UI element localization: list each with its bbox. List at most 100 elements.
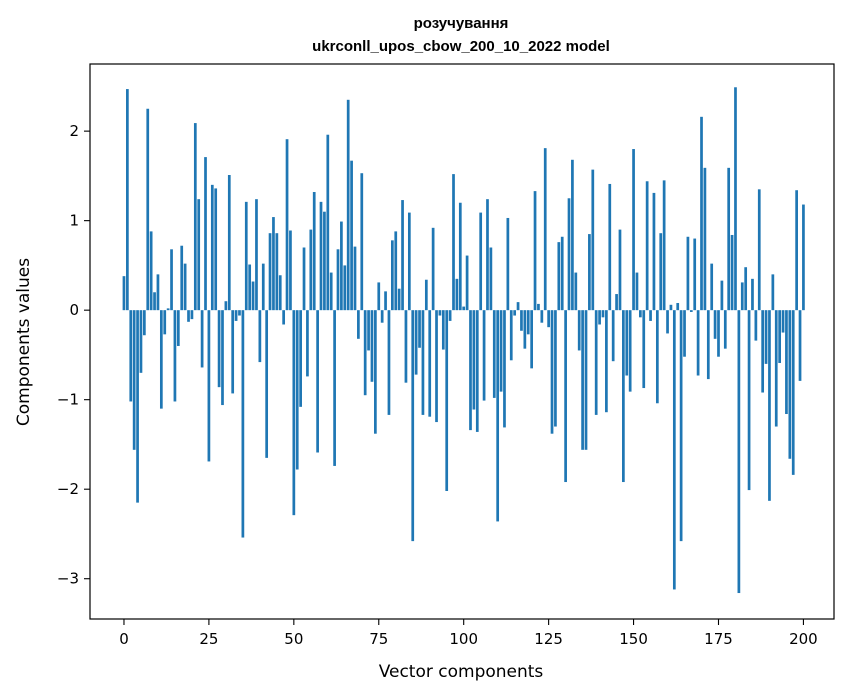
bar-148 bbox=[625, 310, 629, 376]
y-tick-label--3: −3 bbox=[57, 570, 79, 588]
bar-13 bbox=[166, 308, 170, 311]
x-tick-label-150: 150 bbox=[619, 630, 648, 648]
bar-19 bbox=[187, 310, 190, 322]
bar-57 bbox=[316, 310, 319, 453]
bar-144 bbox=[611, 310, 615, 362]
x-tick-label-25: 25 bbox=[199, 630, 218, 648]
bar-186 bbox=[754, 310, 758, 341]
bar-6 bbox=[142, 310, 146, 336]
bar-54 bbox=[306, 310, 309, 377]
bar-169 bbox=[696, 310, 700, 376]
bar-35 bbox=[241, 310, 245, 538]
bar-44 bbox=[272, 217, 275, 311]
bar-165 bbox=[683, 310, 686, 357]
x-tick-label-75: 75 bbox=[369, 630, 388, 648]
bar-132 bbox=[571, 159, 574, 311]
chart-subtitle: ukrconll_upos_cbow_200_10_2022 model bbox=[312, 38, 610, 55]
bar-119 bbox=[526, 310, 530, 335]
y-tick-label--2: −2 bbox=[57, 480, 79, 498]
x-axis-ticks: 0 25 50 75 100 125 150 175 200 bbox=[119, 619, 818, 648]
bar-1 bbox=[126, 89, 129, 311]
bar-114 bbox=[509, 310, 513, 361]
bar-174 bbox=[713, 310, 717, 339]
bar-47 bbox=[282, 310, 286, 325]
bar-40 bbox=[258, 310, 262, 363]
bar-112 bbox=[503, 310, 506, 428]
bar-156 bbox=[652, 192, 656, 311]
bar-32 bbox=[231, 310, 235, 394]
bar-7 bbox=[146, 108, 150, 311]
bar-124 bbox=[543, 148, 547, 311]
bar-79 bbox=[390, 240, 394, 311]
bar-76 bbox=[380, 310, 384, 323]
bar-37 bbox=[248, 264, 252, 311]
bar-134 bbox=[577, 310, 581, 351]
bar-11 bbox=[159, 310, 163, 409]
bar-91 bbox=[431, 227, 435, 311]
bar-78 bbox=[387, 310, 391, 415]
bar-101 bbox=[465, 255, 469, 311]
bar-62 bbox=[333, 310, 336, 466]
bar-104 bbox=[475, 310, 479, 432]
bar-67 bbox=[350, 160, 353, 311]
bar-30 bbox=[224, 301, 228, 311]
bar-92 bbox=[435, 310, 438, 423]
bar-90 bbox=[428, 310, 432, 417]
bar-197 bbox=[791, 310, 795, 475]
bar-99 bbox=[458, 202, 462, 311]
bar-10 bbox=[156, 274, 160, 311]
bar-3 bbox=[132, 310, 136, 450]
bar-131 bbox=[567, 198, 571, 311]
bar-105 bbox=[479, 212, 483, 311]
bar-4 bbox=[136, 310, 139, 503]
bar-130 bbox=[564, 310, 567, 483]
bar-141 bbox=[601, 310, 605, 318]
x-tick-label-125: 125 bbox=[534, 630, 563, 648]
bar-180 bbox=[734, 87, 737, 311]
bar-20 bbox=[190, 310, 194, 320]
plot-frame bbox=[89, 63, 835, 620]
bar-109 bbox=[492, 310, 496, 398]
bar-168 bbox=[693, 238, 697, 311]
bar-150 bbox=[632, 149, 635, 311]
bar-175 bbox=[717, 310, 720, 357]
bar-63 bbox=[336, 249, 340, 311]
bar-48 bbox=[285, 139, 289, 311]
bar-198 bbox=[795, 190, 798, 311]
bar-128 bbox=[557, 242, 561, 311]
bar-188 bbox=[761, 310, 765, 393]
bar-12 bbox=[163, 310, 167, 335]
x-axis-label: Vector components bbox=[379, 662, 544, 682]
bar-146 bbox=[618, 229, 622, 311]
bar-28 bbox=[217, 310, 221, 388]
bar-171 bbox=[703, 167, 707, 311]
bar-154 bbox=[645, 181, 649, 311]
bar-145 bbox=[615, 294, 618, 311]
bar-191 bbox=[771, 274, 775, 311]
bar-22 bbox=[197, 199, 201, 311]
bar-52 bbox=[299, 310, 302, 407]
bar-178 bbox=[727, 167, 731, 311]
bar-200 bbox=[802, 204, 805, 311]
bar-190 bbox=[768, 310, 771, 501]
bar-129 bbox=[560, 236, 564, 311]
bar-77 bbox=[384, 291, 387, 311]
bar-115 bbox=[513, 310, 517, 316]
bar-8 bbox=[149, 231, 153, 311]
bar-189 bbox=[764, 310, 768, 364]
bar-34 bbox=[238, 310, 241, 316]
bar-172 bbox=[706, 310, 710, 380]
bar-133 bbox=[574, 272, 578, 311]
bar-195 bbox=[785, 310, 788, 415]
bar-51 bbox=[295, 310, 299, 470]
bar-170 bbox=[700, 116, 703, 311]
bar-5 bbox=[139, 310, 143, 373]
bar-85 bbox=[411, 310, 415, 542]
bar-53 bbox=[302, 247, 306, 311]
y-tick-label-2: 2 bbox=[69, 122, 79, 140]
y-axis-label: Components values bbox=[14, 258, 34, 426]
bar-29 bbox=[221, 310, 224, 406]
chart-title: розучування bbox=[414, 15, 509, 32]
bar-107 bbox=[486, 199, 489, 311]
bar-86 bbox=[414, 310, 418, 375]
